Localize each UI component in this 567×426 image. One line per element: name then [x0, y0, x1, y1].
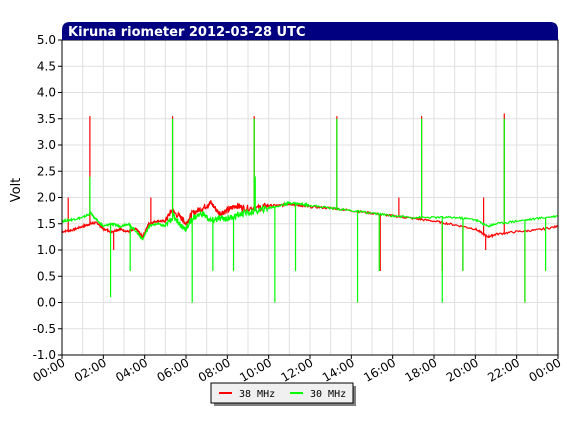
y-tick-label: 2.0 [37, 191, 56, 205]
series-layer [61, 113, 559, 303]
y-tick-label: -1.0 [33, 348, 56, 362]
y-tick-label: 0.5 [37, 269, 56, 283]
y-axis-label: Volt [9, 178, 24, 203]
x-tick-label: 12:00 [279, 355, 316, 384]
x-ticks: 00:00 02:00 04:00 06:00 08:00 10:00 12:00 14:00… [31, 355, 564, 385]
y-tick-label: 3.5 [37, 112, 56, 126]
x-tick-label: 22:00 [485, 355, 522, 384]
y-tick-label: 1.0 [37, 243, 56, 257]
legend-label-30mhz: 30 MHz [310, 389, 346, 400]
title-bar [62, 22, 558, 40]
x-tick-label: 14:00 [320, 355, 357, 384]
x-tick-label: 04:00 [113, 355, 150, 384]
x-tick-label: 10:00 [237, 355, 274, 384]
y-tick-label: 4.5 [37, 59, 56, 73]
series-line-38mhz [61, 200, 559, 239]
x-tick-label: 02:00 [72, 355, 109, 384]
y-tick-label: 1.5 [37, 217, 56, 231]
legend-box [210, 382, 354, 404]
x-tick-label: 08:00 [196, 355, 233, 384]
series-line-30mhz [61, 200, 559, 241]
y-tick-label: -0.5 [33, 322, 56, 336]
legend: 38 MHz 30 MHz [210, 382, 356, 406]
y-tick-label: 3.0 [37, 138, 56, 152]
x-tick-label: 00:00 [527, 355, 564, 384]
x-tick-label: 06:00 [155, 355, 192, 384]
chart-title: Kiruna riometer 2012-03-28 UTC [68, 25, 306, 40]
y-ticks: 5.0 4.5 4.0 3.5 3.0 2.5 2.0 1.5 1.0 0.5 0.0 -0.5 -1.… [33, 33, 62, 362]
x-tick-label: 16:00 [361, 355, 398, 384]
x-tick-label: 20:00 [444, 355, 481, 384]
legend-label-38mhz: 38 MHz [239, 389, 275, 400]
x-tick-label: 18:00 [403, 355, 440, 384]
y-tick-label: 0.0 [37, 296, 56, 310]
y-tick-label: 2.5 [37, 164, 56, 178]
y-tick-label: 5.0 [37, 33, 56, 47]
y-tick-label: 4.0 [37, 86, 56, 100]
